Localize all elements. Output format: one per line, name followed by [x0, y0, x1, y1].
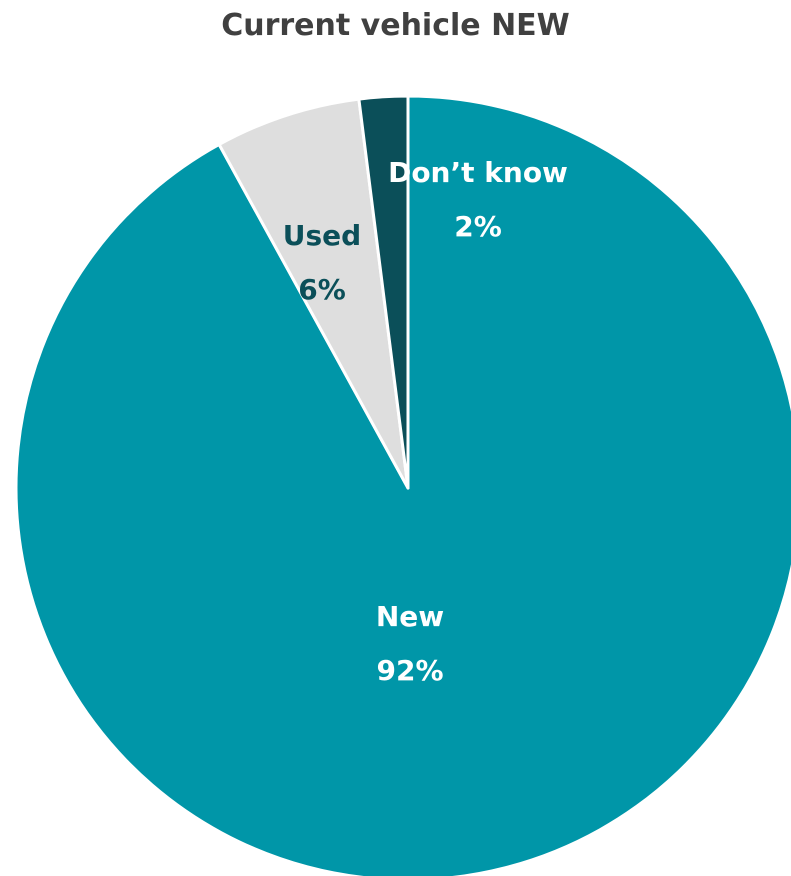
- slice-percent-new: 92%: [376, 654, 443, 687]
- pie-slices: [14, 94, 791, 876]
- slice-label-new: New: [376, 600, 444, 633]
- pie-slice-don-t-know: [357, 94, 410, 490]
- slice-label-don-t-know: Don’t know: [388, 156, 568, 189]
- pie-slice-new: [14, 94, 791, 876]
- slice-percent-don-t-know: 2%: [454, 210, 502, 243]
- chart-title: Current vehicle NEW: [221, 8, 570, 43]
- slice-label-used: Used: [283, 219, 361, 252]
- pie-labels: New 92% Used 6% Don’t know 2%: [283, 156, 568, 687]
- slice-percent-used: 6%: [298, 273, 346, 306]
- pie-slice-used: [217, 97, 410, 490]
